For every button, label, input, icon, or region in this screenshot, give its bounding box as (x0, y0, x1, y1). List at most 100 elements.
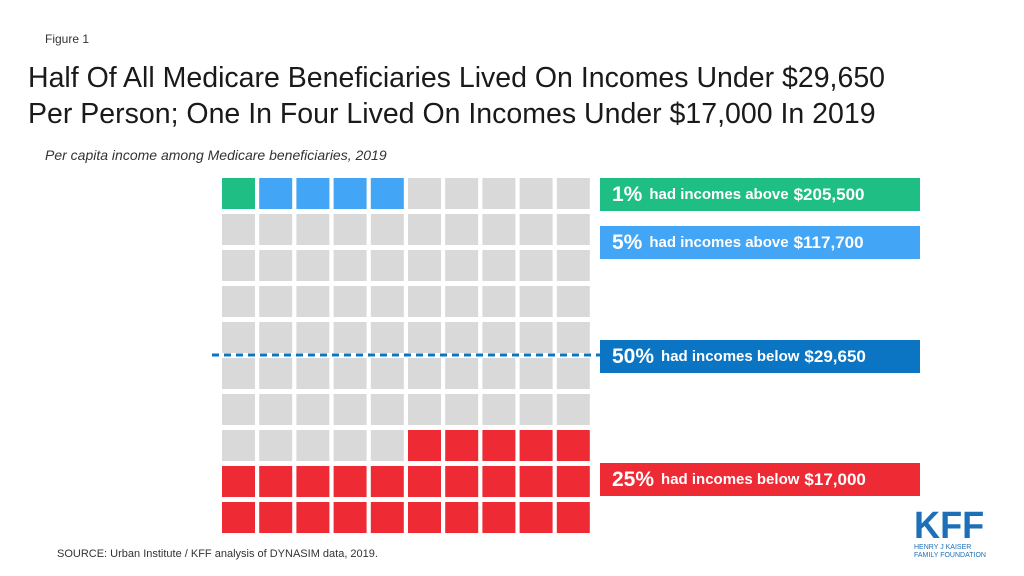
callout-amount: $205,500 (793, 184, 865, 204)
kff-logo: KFF HENRY J KAISER FAMILY FOUNDATION (914, 507, 990, 560)
waffle-cell (482, 358, 516, 389)
waffle-cell (296, 466, 330, 497)
waffle-cell (333, 178, 367, 209)
waffle-cell (222, 214, 255, 245)
source-note: SOURCE: Urban Institute / KFF analysis o… (57, 548, 378, 560)
waffle-cell (445, 466, 479, 497)
waffle-cell (519, 322, 553, 353)
waffle-cell (370, 286, 404, 317)
waffle-cell (296, 286, 330, 317)
waffle-cell (482, 394, 516, 425)
waffle-cell (408, 466, 441, 497)
waffle-cell (445, 502, 479, 533)
waffle-cell (408, 322, 441, 353)
waffle-cell (222, 358, 255, 389)
waffle-cell (482, 322, 516, 353)
waffle-cell (408, 250, 441, 281)
waffle-cell (445, 322, 479, 353)
waffle-cell (296, 322, 330, 353)
waffle-cell (482, 250, 516, 281)
callout-percent: 50% (612, 344, 655, 368)
waffle-cell (259, 322, 293, 353)
waffle-cell (333, 430, 367, 461)
waffle-cell (556, 430, 590, 461)
waffle-cell (445, 250, 479, 281)
kff-logo-line-2: FAMILY FOUNDATION (914, 552, 986, 559)
waffle-cell (259, 430, 293, 461)
waffle-cell (296, 502, 330, 533)
callout-top-5-percent: 5% had incomes above $117,700 (600, 226, 920, 259)
chart-title-line-2: Per Person; One In Four Lived On Incomes… (28, 98, 876, 130)
waffle-cell (296, 358, 330, 389)
waffle-cell (259, 502, 293, 533)
waffle-cell (222, 394, 255, 425)
waffle-cell (482, 178, 516, 209)
chart-subtitle: Per capita income among Medicare benefic… (45, 147, 387, 163)
waffle-cell (370, 394, 404, 425)
callout-percent: 25% (612, 467, 655, 491)
waffle-cell (445, 358, 479, 389)
waffle-cell (333, 502, 367, 533)
waffle-cell (370, 214, 404, 245)
waffle-cell (556, 286, 590, 317)
waffle-cell (333, 214, 367, 245)
waffle-cell (519, 286, 553, 317)
waffle-cell (296, 250, 330, 281)
waffle-cell (519, 430, 553, 461)
callout-amount: $17,000 (804, 469, 866, 489)
waffle-cell (296, 430, 330, 461)
waffle-cell (222, 322, 255, 353)
waffle-cell (556, 358, 590, 389)
waffle-cell (259, 286, 293, 317)
waffle-cell (519, 394, 553, 425)
waffle-cell (370, 502, 404, 533)
callout-percent: 5% (612, 230, 643, 254)
waffle-cell (556, 394, 590, 425)
waffle-cell (259, 250, 293, 281)
waffle-cell (556, 250, 590, 281)
waffle-cell (370, 322, 404, 353)
chart-title-line-1: Half Of All Medicare Beneficiaries Lived… (28, 62, 886, 94)
waffle-cell (222, 250, 255, 281)
waffle-cell (482, 502, 516, 533)
waffle-cell (222, 286, 255, 317)
callout-amount: $117,700 (793, 232, 864, 252)
figure-label: Figure 1 (45, 32, 90, 46)
waffle-cell (296, 214, 330, 245)
waffle-cell (445, 394, 479, 425)
waffle-cell (408, 394, 441, 425)
waffle-cell (445, 430, 479, 461)
waffle-cell (408, 286, 441, 317)
waffle-cell (222, 430, 255, 461)
waffle-cell (445, 286, 479, 317)
waffle-cell (333, 322, 367, 353)
waffle-cell (408, 430, 441, 461)
callout-median: 50% had incomes below $29,650 (600, 340, 920, 373)
waffle-cell (333, 394, 367, 425)
waffle-cell (482, 286, 516, 317)
waffle-cell (333, 250, 367, 281)
waffle-cell (259, 358, 293, 389)
waffle-cell (556, 322, 590, 353)
waffle-cell (333, 466, 367, 497)
waffle-cell (556, 178, 590, 209)
waffle-cell (370, 430, 404, 461)
waffle-cell (296, 394, 330, 425)
waffle-cell (333, 286, 367, 317)
waffle-cell (408, 214, 441, 245)
waffle-cell (259, 214, 293, 245)
waffle-cell (445, 214, 479, 245)
waffle-cell (296, 178, 330, 209)
waffle-cell (408, 178, 441, 209)
waffle-cell (556, 502, 590, 533)
callout-percent: 1% (612, 182, 643, 206)
waffle-cell (519, 358, 553, 389)
waffle-cell (222, 178, 255, 209)
waffle-cell (222, 502, 255, 533)
waffle-cell (445, 178, 479, 209)
waffle-cell (408, 502, 441, 533)
waffle-cell (519, 214, 553, 245)
waffle-cell (333, 358, 367, 389)
waffle-cell (519, 178, 553, 209)
